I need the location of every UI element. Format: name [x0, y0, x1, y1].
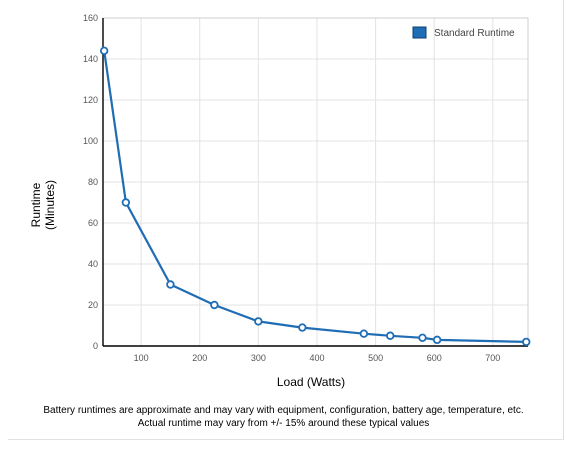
data-point: [522, 337, 531, 347]
x-axis-title: Load (Watts): [277, 375, 345, 389]
y-tick-label: 100: [83, 136, 98, 146]
x-tick-label: 100: [134, 353, 149, 363]
y-tick-label: 140: [83, 54, 98, 64]
data-point: [166, 280, 175, 289]
y-tick-label: 80: [88, 177, 98, 187]
y-tick-label: 0: [93, 341, 98, 351]
legend-swatch: [412, 26, 427, 39]
legend: Standard Runtime: [412, 26, 515, 39]
x-tick-label: 200: [192, 353, 207, 363]
data-point: [99, 46, 109, 55]
data-point: [210, 300, 219, 310]
legend-label: Standard Runtime: [434, 28, 515, 39]
y-tick-labels: 0 20 40 60 80 100 120 140 160: [83, 13, 98, 351]
x-tick-label: 300: [251, 353, 266, 363]
data-point: [386, 331, 395, 340]
y-axis-title: Runtime (Minutes): [29, 180, 57, 230]
y-tick-label: 20: [88, 300, 98, 310]
footnote-line-1: Battery runtimes are approximate and may…: [43, 405, 524, 416]
y-tick-label: 120: [83, 95, 98, 105]
data-point: [298, 323, 307, 332]
y-tick-label: 40: [88, 259, 98, 269]
x-tick-label: 400: [309, 353, 324, 363]
data-point: [254, 317, 263, 326]
data-point: [432, 335, 442, 345]
x-tick-label: 700: [485, 353, 500, 363]
y-tick-label: 160: [83, 13, 98, 23]
y-axis-title-line-1: Runtime: [29, 182, 43, 227]
x-tick-labels: 100 200 300 400 500 600 700: [134, 353, 501, 363]
data-point: [121, 198, 131, 207]
runtime-chart: 0 20 40 60 80 100 120 140 160 100 200 300 400 500 600…: [29, 13, 531, 389]
footnote-line-2: Actual runtime may vary from +/- 15% aro…: [137, 418, 430, 429]
data-point: [359, 329, 369, 338]
y-tick-label: 60: [88, 218, 98, 228]
x-tick-label: 600: [427, 353, 442, 363]
y-axis-title-line-2: (Minutes): [43, 180, 57, 230]
chart-panel: [8, 0, 564, 440]
x-tick-label: 500: [368, 353, 383, 363]
data-point: [418, 333, 427, 342]
series-layer: [99, 46, 531, 347]
